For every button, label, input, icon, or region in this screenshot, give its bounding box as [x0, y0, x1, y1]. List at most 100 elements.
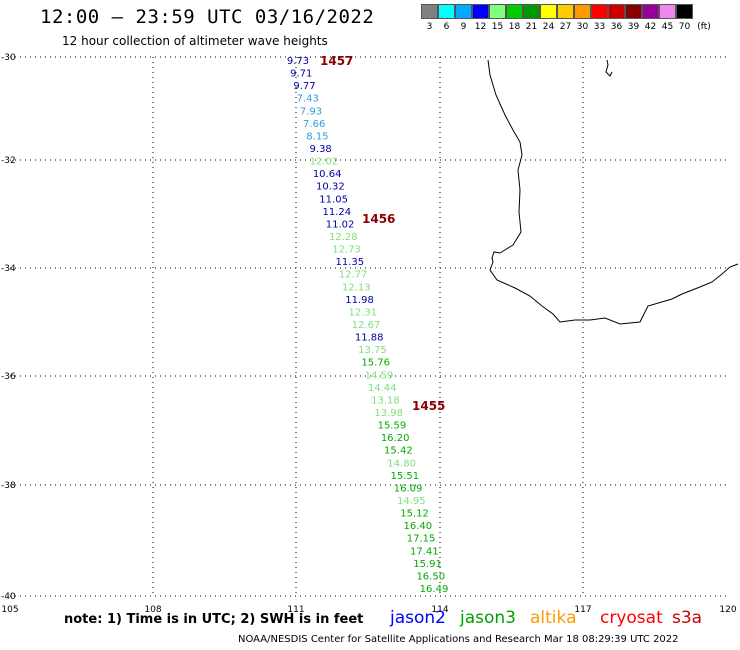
color-swatch — [591, 4, 608, 19]
color-swatch — [489, 4, 506, 19]
color-scale-label: 39 — [627, 22, 640, 32]
wave-height-value: 14.44 — [368, 383, 397, 394]
wave-height-value: 11.02 — [326, 219, 355, 230]
satellite-legend-item: jason3 — [460, 608, 516, 628]
pass-number-label: 1457 — [320, 54, 353, 68]
wave-height-value: 15.42 — [384, 446, 413, 457]
wave-height-value: 9.77 — [293, 81, 315, 92]
wave-height-value: 15.12 — [400, 509, 429, 520]
color-swatch — [642, 4, 659, 19]
wave-height-value: 14.95 — [397, 496, 426, 507]
color-swatch — [523, 4, 540, 19]
wave-height-value: 10.32 — [316, 182, 345, 193]
lat-tick-label: -32 — [1, 156, 16, 166]
color-swatch — [659, 4, 676, 19]
wave-height-value: 16.49 — [420, 584, 449, 595]
wave-height-value: 11.24 — [323, 207, 352, 218]
color-swatch — [625, 4, 642, 19]
wave-height-value: 8.15 — [306, 131, 328, 142]
wave-height-value: 13.98 — [374, 408, 403, 419]
color-scale-label: 21 — [525, 22, 538, 32]
coastline — [487, 59, 739, 325]
wave-height-value: 7.66 — [303, 119, 325, 130]
wave-height-value: 16.09 — [394, 483, 423, 494]
color-scale-label: 15 — [491, 22, 504, 32]
lon-tick-label: 108 — [144, 605, 161, 615]
wave-height-value: 11.05 — [319, 194, 348, 205]
color-swatch — [455, 4, 472, 19]
lat-tick-label: -36 — [1, 372, 16, 382]
color-scale-label: 3 — [426, 22, 433, 32]
wave-height-value: 12.77 — [339, 270, 368, 281]
wave-height-value: 9.38 — [310, 144, 332, 155]
wave-height-value: 17.41 — [410, 546, 439, 557]
color-scale-label: 42 — [644, 22, 657, 32]
lon-tick-label: 105 — [1, 605, 18, 615]
wave-height-value: 12.73 — [332, 245, 361, 256]
wave-height-value: 16.40 — [403, 521, 432, 532]
color-scale-label: 18 — [508, 22, 521, 32]
wave-height-value: 15.51 — [391, 471, 420, 482]
color-swatch — [676, 4, 693, 19]
wave-height-value: 11.88 — [355, 333, 384, 344]
wave-height-value: 12.28 — [329, 232, 358, 243]
color-scale-label: 45 — [661, 22, 674, 32]
color-swatch — [540, 4, 557, 19]
lon-tick-label: 111 — [287, 605, 304, 615]
wave-height-value: 10.64 — [313, 169, 342, 180]
color-scale-label: 33 — [593, 22, 606, 32]
lat-tick-label: -38 — [1, 481, 16, 491]
color-swatch — [574, 4, 591, 19]
lon-tick-label: 120 — [719, 605, 736, 615]
lat-tick-label: -30 — [1, 53, 16, 63]
wave-height-value: 14.80 — [387, 458, 416, 469]
color-scale-legend: 3 6 9 12 15 18 21 24 27 30 33 36 39 42 45 70 (ft) — [421, 4, 726, 38]
wave-height-value: 9.73 — [287, 56, 309, 67]
color-scale-label: 12 — [474, 22, 487, 32]
satellite-legend-item: s3a — [672, 608, 703, 628]
color-scale-label: 6 — [443, 22, 450, 32]
wave-height-value: 11.98 — [345, 295, 374, 306]
color-scale-label: 70 — [678, 22, 691, 32]
wave-height-value: 12.02 — [310, 157, 339, 168]
color-swatch — [557, 4, 574, 19]
lat-tick-label: -40 — [1, 592, 16, 602]
wave-height-value: 17.15 — [407, 534, 436, 545]
altimeter-track: 9.739.719.777.437.937.668.159.3812.0210.… — [287, 56, 448, 595]
wave-height-value: 13.18 — [371, 395, 400, 406]
color-swatch — [421, 4, 438, 19]
wave-height-value: 14.59 — [365, 370, 394, 381]
map-subtitle: 12 hour collection of altimeter wave hei… — [62, 34, 328, 48]
satellite-legend-item: cryosat — [600, 608, 663, 628]
color-scale-swatches — [421, 4, 726, 19]
credit-line: NOAA/NESDIS Center for Satellite Applica… — [238, 634, 679, 645]
wave-height-value: 12.67 — [352, 320, 381, 331]
map-title: 12:00 — 23:59 UTC 03/16/2022 — [40, 6, 375, 28]
pass-labels: 1457 1456 1455 — [320, 54, 445, 413]
wave-height-value: 9.71 — [290, 69, 312, 80]
wave-height-value: 12.31 — [348, 307, 377, 318]
color-swatch — [438, 4, 455, 19]
pass-number-label: 1455 — [412, 399, 445, 413]
color-swatch — [608, 4, 625, 19]
wave-height-value: 7.43 — [297, 94, 319, 105]
pass-number-label: 1456 — [362, 212, 395, 226]
color-scale-unit: (ft) — [697, 22, 711, 32]
satellite-legend-item: altika — [530, 608, 577, 628]
lon-tick-label: 117 — [574, 605, 591, 615]
wave-height-value: 13.75 — [358, 345, 387, 356]
coastline-detail — [605, 59, 613, 77]
color-scale-label: 27 — [559, 22, 572, 32]
wave-height-value: 16.50 — [416, 571, 445, 582]
wave-height-value: 7.93 — [300, 106, 322, 117]
wave-height-value: 15.91 — [413, 559, 442, 570]
wave-height-value: 11.35 — [335, 257, 364, 268]
wave-height-value: 16.20 — [381, 433, 410, 444]
satellite-legend-item: jason2 — [390, 608, 446, 628]
color-scale-label: 24 — [542, 22, 555, 32]
lon-tick-label: 114 — [431, 605, 448, 615]
lat-tick-label: -34 — [1, 264, 16, 274]
color-scale-label: 9 — [460, 22, 467, 32]
color-scale-labels: 3 6 9 12 15 18 21 24 27 30 33 36 39 42 45 70 (ft) — [421, 19, 726, 32]
color-scale-label: 36 — [610, 22, 623, 32]
